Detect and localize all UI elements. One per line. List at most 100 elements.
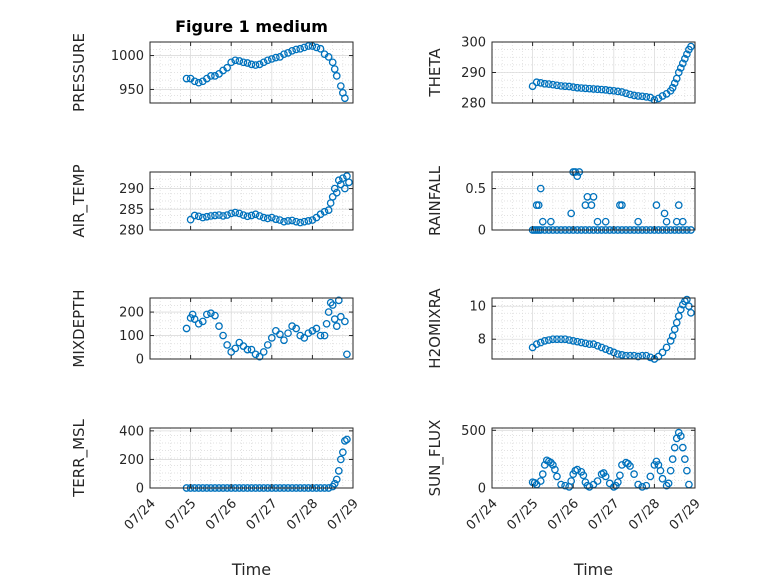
subplot-5: 0 100 200 MIXDEPTH	[70, 289, 354, 368]
y-tick-label: 285	[119, 203, 144, 218]
data-point	[239, 211, 248, 219]
data-point	[334, 296, 343, 305]
data-point	[345, 178, 353, 187]
axes-box	[149, 297, 354, 360]
data-point	[235, 57, 244, 65]
data-point	[638, 482, 647, 491]
data-point	[300, 43, 309, 52]
data-point	[215, 322, 223, 331]
data-point	[255, 352, 264, 361]
data-point	[614, 478, 622, 487]
x-tick-label: 07/28	[626, 496, 663, 533]
data-point	[288, 46, 296, 55]
axes-box	[149, 427, 354, 489]
data-point	[666, 337, 675, 345]
data-point	[634, 217, 643, 226]
data-point	[292, 217, 301, 226]
data-point	[207, 309, 215, 318]
y-tick-label: 300	[461, 36, 486, 51]
data-point	[343, 435, 351, 444]
data-point	[577, 84, 586, 92]
data-point	[624, 459, 632, 468]
data-point	[601, 345, 610, 353]
y-tick-label: 290	[461, 66, 486, 81]
y-tick-label: 280	[119, 224, 144, 239]
data-point	[227, 58, 236, 67]
x-tick-label: 07/28	[284, 496, 321, 533]
data-point	[680, 455, 689, 464]
data-point	[304, 42, 313, 50]
data-point	[190, 77, 199, 86]
data-point	[662, 217, 671, 226]
data-point	[536, 79, 545, 87]
data-point	[687, 308, 695, 317]
data-point	[263, 341, 272, 349]
data-point	[532, 78, 541, 87]
data-point	[239, 58, 248, 67]
data-point	[601, 217, 610, 226]
data-point	[534, 201, 543, 209]
data-point	[328, 193, 337, 201]
data-point	[219, 212, 227, 220]
data-point	[296, 331, 305, 340]
y-tick-label: 0	[478, 482, 486, 497]
data-point	[182, 74, 191, 83]
x-tick-label: 07/29	[325, 496, 362, 533]
data-point	[227, 209, 236, 218]
data-point	[678, 59, 687, 68]
data-point	[652, 201, 661, 209]
data-point	[565, 336, 573, 344]
data-point	[544, 336, 553, 344]
data-point	[343, 350, 351, 359]
data-point	[263, 214, 272, 223]
data-point	[676, 432, 685, 440]
data-point	[334, 176, 343, 185]
subplot-4: 0 0.5 RAINFALL	[426, 165, 696, 239]
data-point	[622, 89, 630, 98]
data-point	[683, 295, 691, 304]
y-tick-label: 290	[119, 182, 144, 197]
data-point	[288, 322, 296, 331]
data-point	[336, 455, 345, 464]
data-point	[585, 340, 594, 349]
y-tick-label: 100	[119, 329, 144, 344]
data-point	[676, 64, 685, 72]
data-point	[320, 331, 329, 340]
data-point	[674, 201, 683, 209]
data-point	[267, 334, 276, 342]
data-point	[341, 317, 349, 326]
y-tick-label: 0	[136, 353, 144, 368]
data-point	[247, 211, 256, 220]
data-point	[573, 83, 582, 92]
data-point	[336, 312, 345, 321]
y-tick-label: 200	[119, 306, 144, 321]
data-point	[593, 477, 602, 485]
data-point	[638, 92, 647, 101]
x-tick-label: 07/29	[667, 496, 704, 533]
data-point	[211, 72, 219, 80]
data-point	[557, 82, 565, 90]
data-point	[324, 206, 333, 214]
data-point	[247, 60, 256, 69]
data-point	[676, 305, 685, 314]
data-point	[292, 45, 301, 54]
data-point	[267, 213, 276, 222]
data-point	[585, 84, 594, 93]
data-point	[280, 50, 288, 59]
data-point	[683, 50, 691, 59]
data-point	[259, 58, 268, 67]
data-point	[532, 340, 541, 349]
data-point	[231, 208, 240, 217]
data-point	[215, 211, 223, 219]
y-tick-label: 0.5	[465, 182, 486, 197]
data-point	[668, 83, 677, 92]
x-tick-label: 07/24	[464, 496, 501, 533]
data-point	[540, 337, 549, 345]
data-point	[589, 340, 598, 349]
subplot-8: 0 500 07/24 07/25 07/26 07/27 07/28 07/29 SUN_FL…	[426, 420, 704, 579]
data-point	[304, 329, 313, 338]
data-point	[341, 437, 349, 445]
y-axis-label: SUN_FLUX	[426, 420, 445, 497]
data-point	[312, 324, 321, 333]
